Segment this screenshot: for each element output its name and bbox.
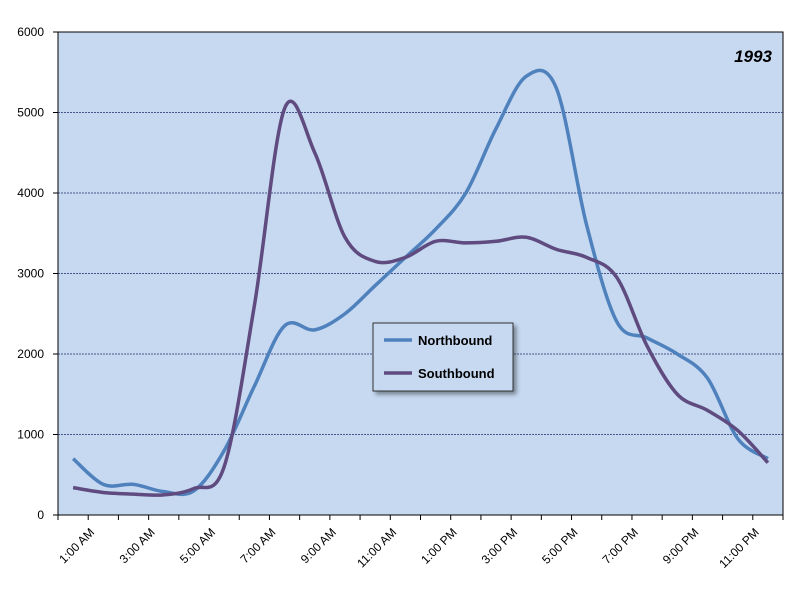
x-tick-label: 5:00 AM xyxy=(177,525,218,566)
x-tick-label: 9:00 AM xyxy=(298,525,339,566)
legend-box xyxy=(372,322,514,392)
series-line xyxy=(72,99,770,497)
x-tick-label: 3:00 PM xyxy=(479,525,521,567)
y-tick-label: 1000 xyxy=(17,428,44,442)
x-tick-label: 11:00 AM xyxy=(354,525,399,570)
x-tick-label: 5:00 PM xyxy=(539,525,581,567)
y-tick-label: 5000 xyxy=(17,106,44,120)
legend-label: Northbound xyxy=(418,333,492,348)
x-tick-label: 11:00 PM xyxy=(716,525,762,571)
x-tick-label: 1:00 PM xyxy=(418,525,460,567)
x-tick-label: 7:00 PM xyxy=(599,525,641,567)
series-line xyxy=(71,68,769,497)
chart-title: 1993 xyxy=(734,47,772,66)
y-tick-label: 6000 xyxy=(17,25,44,39)
y-tick-label: 4000 xyxy=(17,186,44,200)
y-tick-label: 3000 xyxy=(17,267,44,281)
y-tick-label: 0 xyxy=(37,508,44,522)
y-tick-label: 2000 xyxy=(17,347,44,361)
x-tick-label: 3:00 AM xyxy=(117,525,158,566)
x-tick-label: 1:00 AM xyxy=(56,525,97,566)
x-tick-label: 9:00 PM xyxy=(660,525,702,567)
legend: Northbound Southbound xyxy=(372,322,514,392)
legend-label: Southbound xyxy=(418,366,495,381)
x-tick-label: 7:00 AM xyxy=(237,525,278,566)
